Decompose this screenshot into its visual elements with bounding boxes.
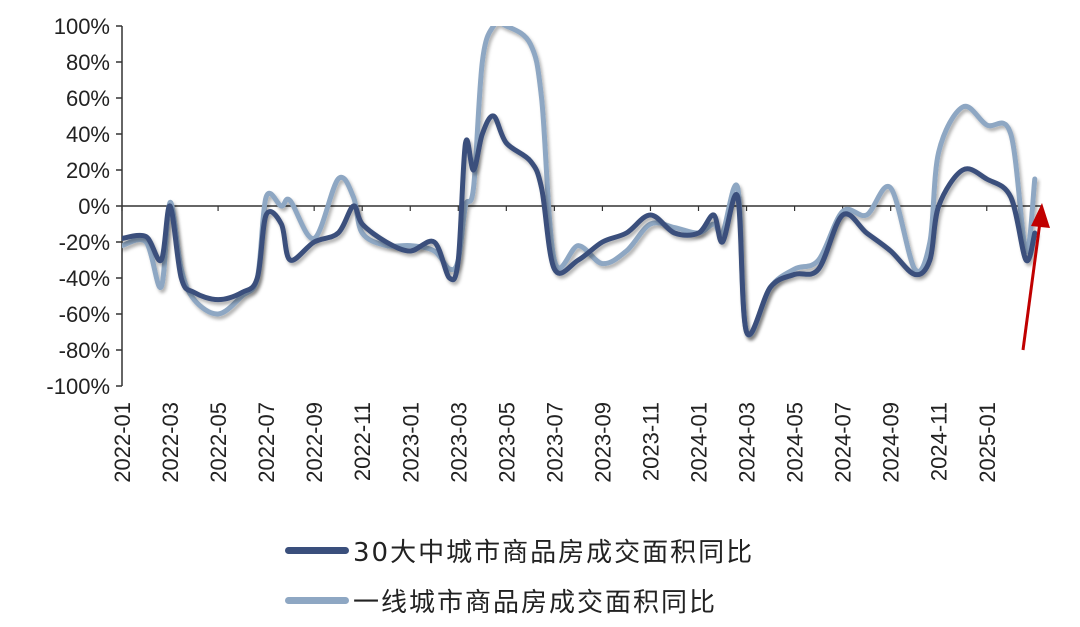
y-tick-label: 60% [66, 86, 110, 111]
y-tick-label: 20% [66, 158, 110, 183]
y-tick-label: -40% [59, 266, 110, 291]
x-tick-label: 2024-03 [735, 402, 760, 483]
y-tick-label: 40% [66, 122, 110, 147]
y-tick-label: -20% [59, 230, 110, 255]
y-tick-label: -60% [59, 302, 110, 327]
legend-label-tier1-cities: 一线城市商品房成交面积同比 [353, 587, 718, 618]
x-tick-label: 2024-05 [783, 402, 808, 483]
x-tick-label: 2024-11 [927, 402, 952, 481]
series-line-tier1-cities [122, 26, 1038, 338]
x-tick-label: 2024-09 [879, 402, 904, 483]
x-tick-label: 2024-01 [687, 402, 712, 483]
x-tick-label: 2023-07 [542, 402, 567, 483]
x-tick-label: 2024-07 [831, 402, 856, 483]
series-line-30-cities [122, 113, 1038, 338]
x-tick-label: 2022-11 [350, 402, 375, 481]
legend-item-tier1-cities: 一线城市商品房成交面积同比 [285, 580, 845, 620]
x-tick-label: 2022-07 [254, 402, 279, 483]
x-tick-label: 2022-01 [110, 402, 135, 483]
x-tick-label: 2025-01 [975, 402, 1000, 483]
legend-swatch-tier1-cities [285, 596, 349, 604]
y-tick-label: -80% [59, 338, 110, 363]
x-tick-label: 2023-09 [590, 402, 615, 483]
legend-item-30-cities: 30大中城市商品房成交面积同比 [285, 530, 845, 570]
y-axis: 100% 80% 60% 40% 20% 0% -20% -40% -60% -80% -100% [46, 14, 123, 399]
legend-label-30-cities: 30大中城市商品房成交面积同比 [353, 537, 755, 568]
x-tick-label: 2022-05 [206, 402, 231, 483]
x-tick-label: 2022-03 [158, 402, 183, 483]
line-chart: 100%80%60%40%20%0%-20%-40%-60%-80%-100% … [46, 14, 1050, 483]
x-tick-label: 2023-05 [494, 402, 519, 483]
x-axis: 2022-01 2022-03 2022-05 2022-07 2022-09 2022-… [110, 205, 1042, 483]
y-tick-label: 100% [54, 14, 110, 39]
annotation-arrow [1021, 203, 1050, 351]
series-lines [122, 26, 1038, 338]
legend-swatch-30-cities [285, 546, 349, 554]
arrow-shaft [1021, 221, 1042, 351]
y-tick-label: 80% [66, 50, 110, 75]
arrow-head [1031, 203, 1050, 228]
y-tick-label: 0% [78, 194, 110, 219]
y-tick-label: -100% [46, 374, 110, 399]
x-tick-label: 2023-11 [638, 402, 663, 481]
x-tick-label: 2023-03 [446, 402, 471, 483]
x-tick-label: 2023-01 [398, 402, 423, 483]
x-tick-label: 2022-09 [302, 402, 327, 483]
